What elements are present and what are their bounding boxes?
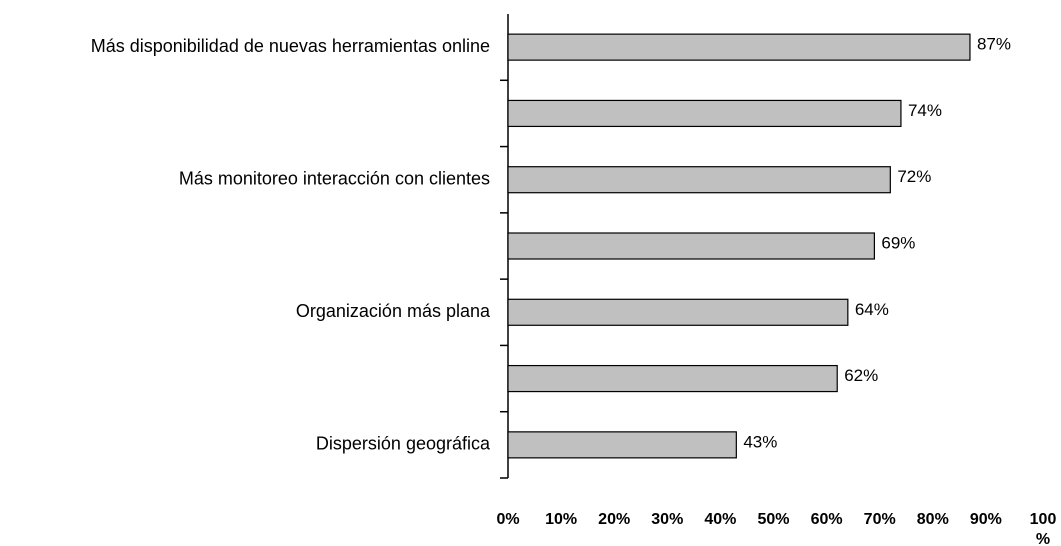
bar <box>507 232 875 260</box>
category-label: Dispersión geográfica <box>316 434 491 454</box>
bar <box>507 99 902 128</box>
x-tick-label: 80% <box>917 511 949 528</box>
bar <box>507 298 849 326</box>
bar <box>507 431 737 459</box>
value-label: 69% <box>881 233 915 252</box>
value-label: 62% <box>844 366 878 385</box>
x-tick-label: 40% <box>704 511 736 528</box>
value-label: 72% <box>897 167 931 186</box>
value-label: 43% <box>743 432 777 451</box>
category-label: Más monitoreo interacción con clientes <box>179 168 490 188</box>
value-label: 64% <box>855 300 889 319</box>
bar <box>507 364 838 393</box>
x-tick-label: 100% <box>1030 511 1057 546</box>
x-tick-label: 10% <box>545 511 577 528</box>
value-label: 87% <box>977 35 1011 54</box>
x-tick-label: 90% <box>970 511 1002 528</box>
category-label: Más disponibilidad de nuevas herramienta… <box>91 36 490 56</box>
x-tick-label: 20% <box>598 511 630 528</box>
x-tick-label: 0% <box>496 511 519 528</box>
bar <box>507 33 971 61</box>
category-label: Organización más plana <box>296 301 491 321</box>
x-tick-label: 30% <box>651 511 683 528</box>
x-tick-label: 50% <box>757 511 789 528</box>
x-tick-label: 70% <box>864 511 896 528</box>
x-tick-label-part: % <box>1036 531 1050 546</box>
value-label: 74% <box>908 101 942 120</box>
bar <box>507 166 891 194</box>
x-tick-label: 60% <box>811 511 843 528</box>
x-tick-label-part: 100 <box>1030 511 1057 528</box>
